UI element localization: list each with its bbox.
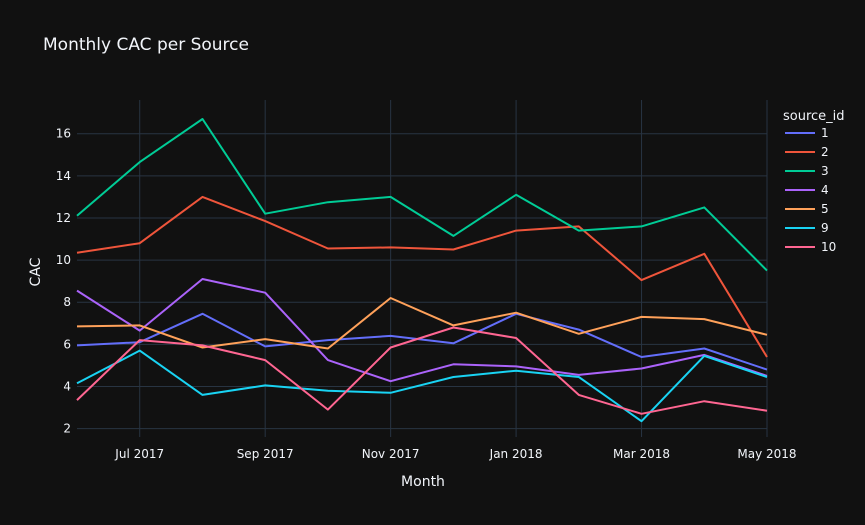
- x-tick-label: Nov 2017: [362, 447, 420, 461]
- x-tick-label: Jul 2017: [114, 447, 164, 461]
- legend[interactable]: source_id 1 2 3 4 5 9 10: [783, 109, 845, 254]
- legend-label: 9: [821, 221, 829, 235]
- y-tick-label: 14: [56, 169, 71, 183]
- series-line-9: [76, 349, 768, 423]
- y-tick-label: 16: [56, 127, 71, 141]
- x-tick-label: May 2018: [737, 447, 796, 461]
- x-tick-label: Mar 2018: [613, 447, 670, 461]
- series-line-4: [76, 278, 768, 383]
- legend-label: 4: [821, 183, 829, 197]
- y-tick-label: 12: [56, 211, 71, 225]
- legend-item-1[interactable]: 1: [785, 126, 829, 140]
- x-axis-label: Month: [401, 474, 445, 490]
- y-tick-label: 8: [63, 295, 71, 309]
- legend-title: source_id: [783, 109, 845, 124]
- legend-label: 10: [821, 240, 836, 254]
- legend-item-5[interactable]: 5: [785, 202, 829, 216]
- grid: [77, 100, 768, 437]
- y-axis-ticks: 2 4 6 8 10 12 14 16: [56, 127, 71, 436]
- legend-label: 2: [821, 145, 829, 159]
- x-tick-label: Sep 2017: [237, 447, 294, 461]
- legend-item-3[interactable]: 3: [785, 164, 829, 178]
- series-lines: [76, 118, 768, 423]
- legend-item-9[interactable]: 9: [785, 221, 829, 235]
- legend-label: 1: [821, 126, 829, 140]
- series-line-2: [76, 195, 768, 358]
- y-axis-label: CAC: [28, 257, 44, 286]
- legend-label: 5: [821, 202, 829, 216]
- y-tick-label: 2: [63, 422, 71, 436]
- y-tick-label: 6: [63, 337, 71, 351]
- chart-title: Monthly CAC per Source: [43, 35, 249, 55]
- y-tick-label: 10: [56, 253, 71, 267]
- legend-label: 3: [821, 164, 829, 178]
- legend-items[interactable]: 1 2 3 4 5 9 10: [785, 126, 836, 254]
- x-axis-ticks: Jul 2017 Sep 2017 Nov 2017 Jan 2018 Mar 2018…: [114, 447, 796, 461]
- y-tick-label: 4: [63, 379, 71, 393]
- legend-item-4[interactable]: 4: [785, 183, 829, 197]
- series-line-3: [76, 118, 768, 272]
- x-tick-label: Jan 2018: [489, 447, 543, 461]
- series-line-1: [76, 312, 768, 371]
- series-line-10: [76, 326, 768, 415]
- legend-item-10[interactable]: 10: [785, 240, 836, 254]
- legend-item-2[interactable]: 2: [785, 145, 829, 159]
